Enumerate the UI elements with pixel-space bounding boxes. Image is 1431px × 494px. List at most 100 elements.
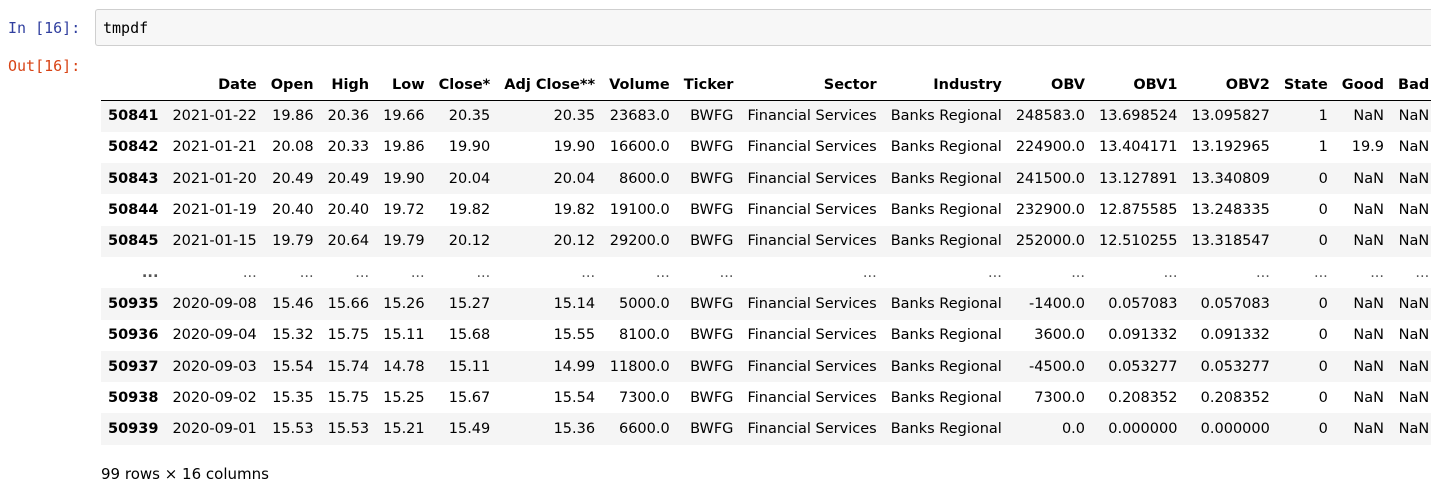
- table-cell: 2020-09-08: [172, 295, 257, 312]
- table-row: 50842 2021-01-21 20.08 20.33 19.86 19.90 19.90…: [101, 132, 1431, 163]
- column-header: Sector: [740, 70, 884, 101]
- table-cell: 19.66: [383, 108, 425, 125]
- table-cell: 20.08: [272, 139, 314, 156]
- table-cell: 0.057083: [1108, 295, 1178, 312]
- table-cell: 11800.0: [609, 358, 670, 375]
- table-cell: 20.12: [553, 233, 596, 250]
- table-cell: 19.90: [448, 139, 491, 156]
- table-cell: 20.33: [327, 139, 370, 156]
- table-cell: 0.000000: [1200, 421, 1270, 438]
- table-cell: 15.53: [327, 421, 370, 438]
- table-cell: 19.9: [1351, 139, 1385, 156]
- code-input-area[interactable]: tmpdf: [95, 9, 1431, 46]
- table-cell: 7300.0: [1034, 389, 1086, 406]
- table-cell: NaN: [1398, 358, 1430, 375]
- table-cell: 12.875585: [1099, 202, 1178, 219]
- row-index: 50841: [108, 108, 159, 125]
- dataframe-table: Date Open High Low Close* Adj Close** Volume Ti…: [101, 70, 1431, 445]
- table-cell: 14.99: [553, 358, 596, 375]
- output-prompt: Out[16]:: [8, 57, 81, 75]
- table-cell: 20.49: [327, 170, 370, 187]
- table-cell: 15.74: [327, 358, 370, 375]
- column-header: High: [320, 70, 377, 101]
- table-cell: BWFG: [690, 327, 734, 344]
- table-cell: 1: [1318, 108, 1328, 125]
- table-cell: 19100.0: [609, 202, 670, 219]
- table-cell: Financial Services: [747, 233, 877, 250]
- table-cell: 2020-09-03: [172, 358, 257, 375]
- column-header: Date: [165, 70, 264, 101]
- table-cell: 224900.0: [1015, 139, 1086, 156]
- table-cell: 2021-01-21: [172, 139, 257, 156]
- table-cell: 13.127891: [1099, 170, 1178, 187]
- table-cell: 15.54: [272, 358, 314, 375]
- row-index: 50845: [108, 233, 159, 250]
- table-cell: NaN: [1353, 389, 1385, 406]
- table-cell: 0.208352: [1200, 389, 1270, 406]
- table-row: 50844 2021-01-19 20.40 20.40 19.72 19.82 19.82…: [101, 194, 1431, 225]
- table-row: 50935 2020-09-08 15.46 15.66 15.26 15.27 15.14…: [101, 288, 1431, 320]
- table-row: 50845 2021-01-15 19.79 20.64 19.79 20.12 20.12…: [101, 225, 1431, 257]
- table-cell: 20.04: [448, 170, 491, 187]
- table-cell: 0: [1318, 327, 1328, 344]
- table-cell: ...: [719, 264, 734, 281]
- table-cell: 19.86: [272, 108, 314, 125]
- table-cell: 241500.0: [1015, 170, 1086, 187]
- table-cell: ...: [355, 264, 370, 281]
- table-header: Date Open High Low Close* Adj Close** Volume Ti…: [101, 70, 1431, 101]
- table-cell: Banks Regional: [890, 170, 1002, 187]
- table-cell: NaN: [1353, 233, 1385, 250]
- table-cell: NaN: [1398, 139, 1430, 156]
- index-header: [101, 70, 166, 101]
- table-cell: 20.35: [553, 108, 596, 125]
- table-cell: NaN: [1353, 358, 1385, 375]
- table-cell: 0.053277: [1108, 358, 1178, 375]
- table-cell: 13.404171: [1099, 139, 1178, 156]
- table-cell: 20.36: [327, 108, 370, 125]
- code-text[interactable]: tmpdf: [103, 19, 149, 37]
- table-cell: 16600.0: [609, 139, 670, 156]
- table-cell: 0: [1318, 233, 1328, 250]
- table-cell: 0.053277: [1200, 358, 1270, 375]
- table-cell: ...: [1256, 264, 1270, 281]
- table-cell: NaN: [1398, 295, 1430, 312]
- table-cell: 0.057083: [1200, 295, 1270, 312]
- table-cell: NaN: [1398, 233, 1430, 250]
- table-cell: 248583.0: [1015, 108, 1086, 125]
- table-cell: 20.49: [272, 170, 314, 187]
- table-cell: ...: [299, 264, 314, 281]
- table-cell: BWFG: [690, 358, 734, 375]
- table-cell: ...: [1370, 264, 1385, 281]
- table-cell: 8100.0: [618, 327, 670, 344]
- table-cell: 19.90: [383, 170, 425, 187]
- table-cell: NaN: [1398, 389, 1430, 406]
- table-cell: ...: [1163, 264, 1178, 281]
- table-cell: NaN: [1353, 108, 1385, 125]
- table-cell: Financial Services: [747, 421, 877, 438]
- table-cell: 15.66: [327, 295, 370, 312]
- table-cell: BWFG: [690, 202, 734, 219]
- table-cell: 19.82: [553, 202, 596, 219]
- column-header: Volume: [602, 70, 677, 101]
- table-cell: BWFG: [690, 421, 734, 438]
- table-cell: NaN: [1353, 202, 1385, 219]
- column-header: Open: [263, 70, 321, 101]
- table-cell: 15.26: [383, 295, 425, 312]
- column-header: OBV2: [1184, 70, 1277, 101]
- table-cell: ...: [655, 264, 670, 281]
- table-cell: 15.46: [272, 295, 314, 312]
- table-cell: 0.091332: [1108, 327, 1178, 344]
- table-cell: Banks Regional: [890, 108, 1002, 125]
- table-body: 50841 2021-01-22 19.86 20.36 19.66 20.35 20.35…: [101, 100, 1431, 445]
- table-cell: 0: [1318, 202, 1328, 219]
- table-cell: Financial Services: [747, 295, 877, 312]
- table-cell: NaN: [1398, 202, 1430, 219]
- table-cell: 5000.0: [618, 295, 670, 312]
- table-cell: 19.82: [448, 202, 491, 219]
- table-cell: 0.091332: [1200, 327, 1270, 344]
- table-cell: 2020-09-01: [172, 421, 257, 438]
- table-cell: 13.248335: [1191, 202, 1270, 219]
- row-index: 50844: [108, 202, 159, 219]
- table-cell: NaN: [1398, 170, 1430, 187]
- table-cell: 15.32: [272, 327, 314, 344]
